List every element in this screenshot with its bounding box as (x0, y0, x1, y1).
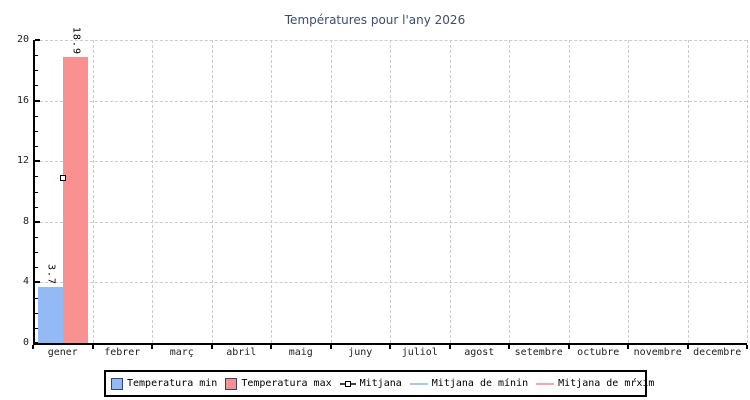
legend-item: Temperatura min (111, 377, 218, 390)
y-minor-tick (35, 55, 38, 57)
y-minor-tick (35, 206, 38, 208)
y-axis-tick-label: 0 (22, 337, 29, 348)
x-gridline (509, 40, 510, 343)
y-major-tick (35, 281, 40, 284)
bar-value-label: 3.7 (45, 263, 57, 285)
x-axis-month-label: gener (47, 347, 78, 358)
x-axis-tick (448, 345, 451, 349)
y-axis-line (33, 40, 35, 345)
y-axis-tick-label: 8 (22, 215, 29, 227)
x-axis-tick (270, 345, 272, 349)
x-gridline (211, 40, 213, 343)
legend-box-swatch (225, 377, 238, 390)
x-gridline (628, 40, 629, 343)
y-minor-tick (35, 176, 38, 178)
y-axis-tick-label: 16 (16, 94, 29, 106)
x-axis-tick (32, 345, 34, 349)
bar-temperatura-min (37, 286, 63, 343)
legend-line-swatch (409, 382, 428, 385)
x-gridline (152, 40, 153, 343)
y-minor-tick (35, 327, 38, 329)
x-axis-month-label: abril (226, 347, 257, 358)
mitjana-point-marker (59, 174, 66, 181)
x-axis-tick (210, 345, 213, 349)
y-minor-tick (35, 236, 38, 238)
x-axis-month-label: maig (288, 347, 313, 358)
legend-box-swatch (111, 377, 123, 390)
y-minor-tick (35, 297, 38, 299)
y-minor-tick (35, 146, 38, 148)
y-major-tick (35, 220, 40, 223)
y-minor-tick (35, 312, 38, 314)
y-minor-tick (35, 191, 38, 193)
x-axis-tick (627, 345, 629, 349)
y-axis-tick-label: 12 (16, 155, 29, 167)
legend-line-swatch (536, 382, 555, 385)
y-gridline (35, 221, 747, 223)
x-gridline (687, 40, 689, 343)
y-minor-tick (35, 267, 38, 269)
y-major-tick (35, 342, 40, 344)
x-axis-tick (508, 345, 510, 349)
legend-item: Temperatura max (225, 377, 332, 390)
x-axis-line (33, 343, 747, 345)
x-axis-month-label: juny (348, 347, 373, 358)
x-axis-tick (746, 345, 748, 349)
legend-label: Mitjana de mínin (431, 378, 529, 389)
x-axis-tick (151, 345, 153, 349)
legend-label: Temperatura max (241, 378, 332, 389)
x-axis-month-label: octubre (577, 347, 620, 358)
y-axis-tick-label: 20 (16, 34, 29, 45)
legend-item: Mitjana de mŕxim (536, 378, 654, 389)
x-axis-tick (91, 345, 94, 349)
y-axis-tick-label: 4 (22, 276, 29, 288)
legend-marker-swatch (339, 380, 356, 388)
x-axis-month-label: setembre (514, 347, 563, 358)
y-minor-tick (35, 85, 38, 87)
y-minor-tick (35, 130, 38, 132)
legend-item: Mitjana de mínin (409, 378, 529, 389)
x-gridline (390, 40, 391, 343)
x-axis-tick (389, 345, 391, 349)
x-gridline (449, 40, 451, 343)
y-minor-tick (35, 252, 38, 254)
legend-item: Mitjana (339, 378, 402, 389)
y-minor-tick (35, 70, 38, 72)
y-gridline (35, 161, 747, 163)
x-axis-tick (686, 345, 689, 349)
x-gridline (271, 40, 272, 343)
x-axis-tick (567, 345, 570, 349)
x-gridline (330, 40, 332, 343)
y-major-tick (35, 99, 40, 102)
x-axis-month-label: novembre (633, 347, 682, 358)
legend: Temperatura min Temperatura max Mitjana Mit… (104, 370, 654, 397)
x-axis-month-label: març (169, 347, 194, 358)
y-minor-tick (35, 115, 38, 117)
x-axis-month-label: febrer (104, 347, 141, 358)
legend-label: Temperatura min (127, 378, 218, 389)
x-gridline (92, 40, 94, 343)
y-major-tick (35, 160, 40, 163)
x-axis-month-label: decembre (693, 347, 742, 358)
x-axis-month-label: juliol (401, 347, 438, 358)
marker-square-icon (344, 380, 351, 387)
legend-label: Mitjana de mŕxim (558, 378, 655, 389)
x-gridline (568, 40, 570, 343)
x-axis-month-label: agost (464, 347, 495, 358)
bar-value-label: 18.9 (70, 26, 82, 55)
legend-label: Mitjana (359, 378, 402, 389)
y-gridline (35, 100, 747, 102)
bar-temperatura-max (62, 56, 88, 343)
y-gridline (35, 40, 747, 41)
x-axis-tick (329, 345, 332, 349)
chart-title: Températures pour l'any 2026 (284, 13, 466, 27)
y-gridline (35, 282, 747, 284)
y-major-tick (35, 39, 40, 41)
x-gridline (747, 40, 748, 343)
